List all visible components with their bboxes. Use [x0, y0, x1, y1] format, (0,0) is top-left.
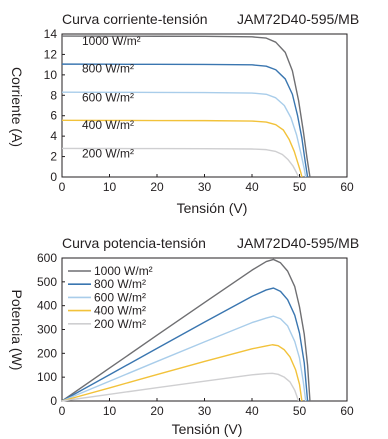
series-line — [61, 344, 303, 402]
y-tick-label: 400 — [37, 299, 57, 313]
y-axis-label: Potencia (W) — [9, 290, 25, 371]
y-axis-label: Corriente (A) — [9, 67, 25, 147]
y-tick-label: 500 — [37, 275, 57, 289]
x-tick-label: 50 — [293, 404, 307, 418]
y-tick-label: 0 — [50, 170, 57, 184]
x-tick-label: 30 — [198, 180, 212, 194]
series-inline-label: 1000 W/m² — [82, 34, 141, 48]
x-tick-label: 20 — [150, 180, 164, 194]
pv-chart: Curva potencia-tensión JAM72D40-595/MB 0… — [9, 235, 359, 437]
y-tick-label: 2 — [50, 150, 57, 164]
x-tick-label: 20 — [150, 404, 164, 418]
series-inline-label: 800 W/m² — [82, 62, 134, 76]
y-tick-label: 12 — [44, 47, 58, 61]
y-tick-label: 8 — [50, 88, 57, 102]
x-axis-label: Tensión (V) — [172, 421, 243, 437]
y-tick-label: 200 — [37, 346, 57, 360]
x-tick-label: 30 — [198, 404, 212, 418]
x-tick-label: 0 — [59, 404, 66, 418]
x-tick-label: 10 — [103, 180, 117, 194]
series-line — [61, 35, 311, 178]
x-tick-label: 60 — [340, 180, 354, 194]
y-tick-label: 0 — [50, 394, 57, 408]
x-axis-label: Tensión (V) — [177, 200, 248, 216]
legend-label: 800 W/m² — [94, 277, 146, 291]
series-line — [61, 63, 309, 178]
x-tick-label: 60 — [340, 404, 354, 418]
y-tick-label: 14 — [44, 27, 58, 41]
series-line — [61, 147, 300, 178]
series-line — [61, 287, 309, 402]
y-tick-label: 300 — [37, 323, 57, 337]
y-tick-label: 10 — [44, 68, 58, 82]
y-tick-label: 100 — [37, 370, 57, 384]
series-inline-label: 600 W/m² — [82, 90, 134, 104]
legend-label: 200 W/m² — [94, 317, 146, 331]
x-tick-label: 0 — [59, 180, 66, 194]
chart-subtitle: JAM72D40-595/MB — [237, 11, 359, 27]
series-inline-label: 200 W/m² — [82, 147, 134, 161]
legend-label: 1000 W/m² — [94, 264, 153, 278]
x-tick-label: 10 — [103, 404, 117, 418]
iv-chart: Curva corriente-tensión JAM72D40-595/MB … — [9, 11, 359, 216]
iv-plot-area: 0 10 20 30 40 50 60 0 2 4 6 8 10 12 14 1000 W/m² 800 W/m… — [44, 27, 354, 194]
y-tick-label: 6 — [50, 109, 57, 123]
chart-title: Curva corriente-tensión — [62, 11, 208, 27]
legend-label: 600 W/m² — [94, 290, 146, 304]
chart-title: Curva potencia-tensión — [62, 235, 206, 251]
y-tick-label: 600 — [37, 251, 57, 265]
series-line — [61, 315, 307, 402]
legend-label: 400 W/m² — [94, 304, 146, 318]
series-line — [61, 91, 307, 178]
x-tick-label: 40 — [245, 180, 259, 194]
y-tick-label: 4 — [50, 129, 57, 143]
series-line — [61, 372, 300, 402]
chart-subtitle: JAM72D40-595/MB — [237, 235, 359, 251]
x-tick-label: 40 — [245, 404, 259, 418]
series-line — [61, 258, 311, 402]
series-inline-label: 400 W/m² — [82, 118, 134, 132]
x-tick-label: 50 — [293, 180, 307, 194]
series-line — [61, 119, 303, 178]
